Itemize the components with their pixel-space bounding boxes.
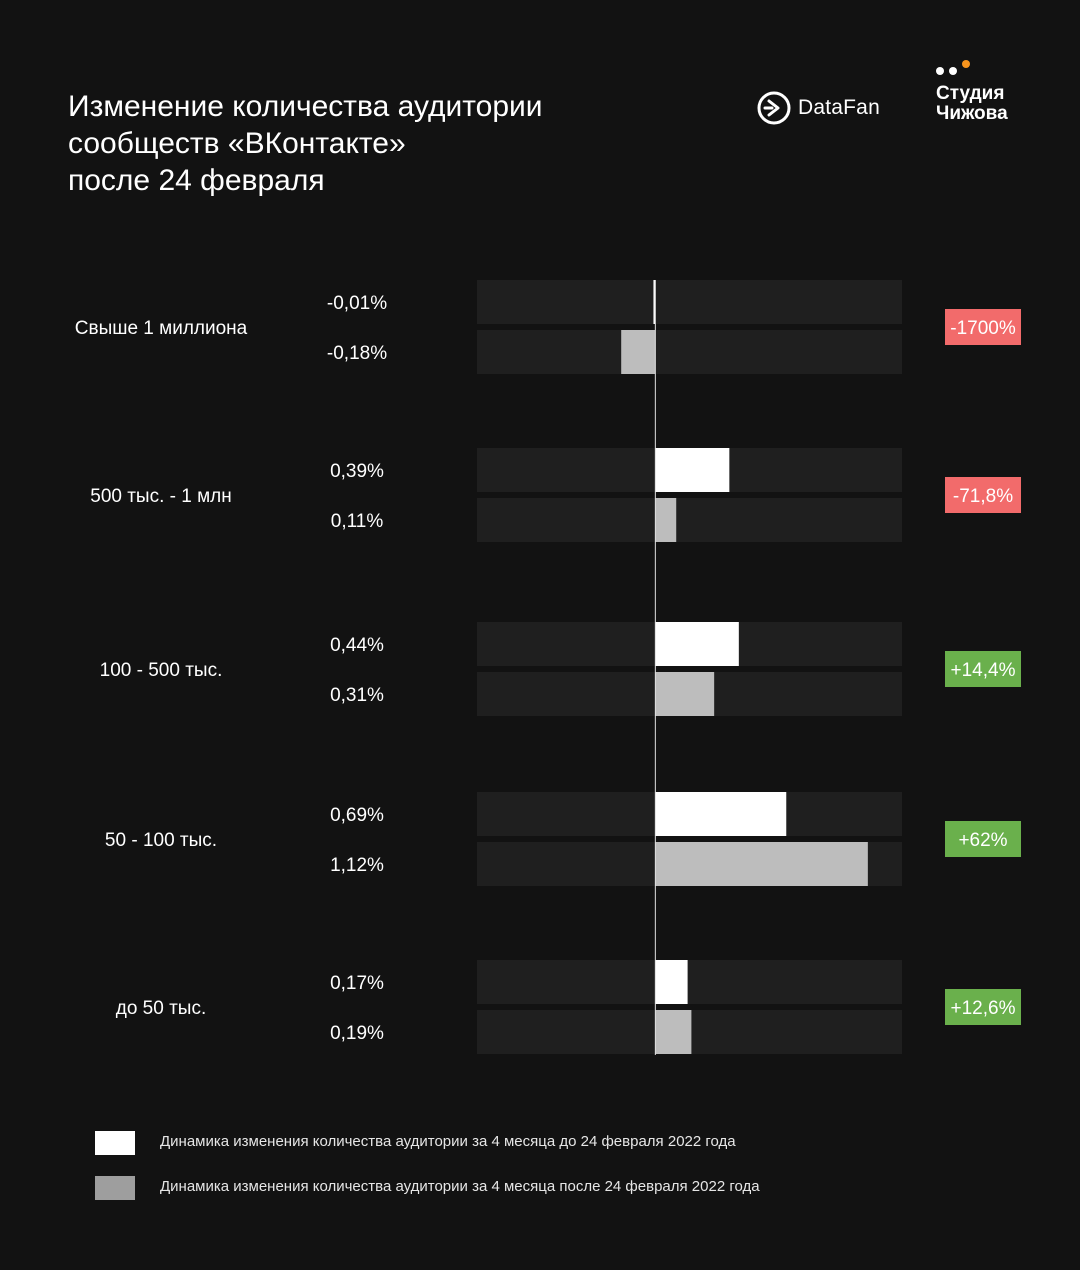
chart-title: Изменение количества аудитории сообществ… bbox=[68, 88, 708, 199]
data-label: 0,69% bbox=[330, 805, 384, 826]
data-label: 0,31% bbox=[330, 685, 384, 706]
legend-label-after: Динамика изменения количества аудитории … bbox=[160, 1178, 760, 1195]
studio-logo-dot bbox=[949, 67, 957, 75]
bar-track bbox=[477, 498, 902, 542]
studio-logo-text: Студия Чижова bbox=[936, 84, 1046, 124]
bar-after bbox=[655, 842, 868, 886]
category-label: Свыше 1 миллиона bbox=[75, 318, 248, 339]
category-label: 500 тыс. - 1 млн bbox=[90, 486, 232, 507]
datafan-logo-icon bbox=[757, 91, 791, 125]
category-label: 50 - 100 тыс. bbox=[105, 830, 217, 851]
datafan-logo-text: DataFan bbox=[798, 96, 880, 119]
change-badge bbox=[945, 477, 1021, 513]
legend-swatch-before bbox=[95, 1131, 135, 1155]
studio-logo-dot bbox=[936, 67, 944, 75]
bar-track bbox=[477, 280, 902, 324]
bar-track bbox=[477, 960, 902, 1004]
bar-after bbox=[655, 498, 677, 542]
category-label: 100 - 500 тыс. bbox=[100, 660, 223, 681]
change-badge bbox=[945, 651, 1021, 687]
data-label: 1,12% bbox=[330, 855, 384, 876]
legend-swatch-after bbox=[95, 1176, 135, 1200]
change-badge-label: -1700% bbox=[950, 318, 1016, 339]
studio-logo-dot bbox=[962, 60, 970, 68]
data-label: 0,44% bbox=[330, 635, 384, 656]
change-badge bbox=[945, 989, 1021, 1025]
data-label: -0,18% bbox=[327, 343, 387, 364]
data-label: -0,01% bbox=[327, 293, 387, 314]
change-badge-label: +12,6% bbox=[951, 998, 1016, 1019]
bar-before bbox=[655, 448, 730, 492]
change-badge bbox=[945, 821, 1021, 857]
category-label: до 50 тыс. bbox=[116, 998, 206, 1019]
studio-logo-line: Студия bbox=[936, 83, 1005, 104]
change-badge-label: +62% bbox=[958, 830, 1007, 851]
chart-title-line: после 24 февраля bbox=[68, 164, 325, 197]
studio-logo-line: Чижова bbox=[936, 103, 1008, 124]
legend-label-before: Динамика изменения количества аудитории … bbox=[160, 1133, 736, 1150]
bar-track bbox=[477, 330, 902, 374]
change-badge-label: +14,4% bbox=[951, 660, 1016, 681]
studio-logo-dots bbox=[936, 60, 1046, 78]
chart-title-line: Изменение количества аудитории bbox=[68, 90, 543, 123]
chart-title-line: сообществ «ВКонтакте» bbox=[68, 127, 406, 160]
change-badge bbox=[945, 309, 1021, 345]
data-label: 0,19% bbox=[330, 1023, 384, 1044]
bar-before bbox=[655, 622, 739, 666]
datafan-logo: DataFan bbox=[756, 90, 880, 126]
bar-before bbox=[655, 960, 688, 1004]
bar-after bbox=[655, 1010, 692, 1054]
data-label: 0,17% bbox=[330, 973, 384, 994]
bar-before bbox=[653, 280, 656, 324]
bar-before bbox=[655, 792, 787, 836]
bar-after bbox=[655, 672, 715, 716]
change-badge-label: -71,8% bbox=[953, 486, 1013, 507]
studio-chizhova-logo: Студия Чижова bbox=[936, 60, 1046, 124]
data-label: 0,11% bbox=[331, 511, 384, 532]
data-label: 0,39% bbox=[330, 461, 384, 482]
bar-after bbox=[621, 330, 656, 374]
